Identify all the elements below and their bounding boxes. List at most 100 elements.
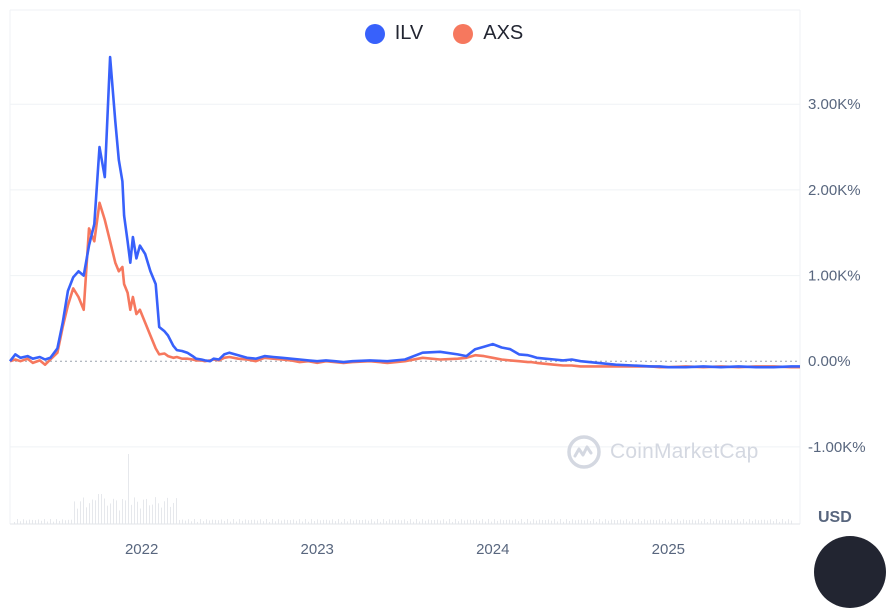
volume-bar (605, 519, 606, 524)
y-tick-label: 0.00% (808, 353, 851, 370)
currency-label[interactable]: USD (818, 509, 852, 526)
volume-bar (116, 500, 117, 524)
volume-bar (737, 519, 738, 524)
volume-bar (686, 520, 687, 524)
volume-bar (281, 520, 282, 524)
volume-bar (740, 521, 741, 524)
volume-bar (212, 519, 213, 524)
volume-bar (164, 501, 165, 524)
volume-bar (566, 519, 567, 524)
volume-bar (662, 520, 663, 524)
volume-bar (665, 519, 666, 524)
volume-bar (545, 520, 546, 524)
volume-bar (632, 519, 633, 524)
volume-bar (467, 519, 468, 524)
volume-bar (590, 521, 591, 524)
volume-bar (188, 519, 189, 524)
legend-item-axs[interactable]: AXS (453, 22, 523, 45)
volume-bar (140, 508, 141, 524)
y-axis-labels: 3.00K% 2.00K% 1.00K% 0.00% -1.00K% (808, 96, 866, 456)
legend-label-ilv: ILV (394, 22, 424, 44)
volume-bar (431, 520, 432, 524)
volume-bar (143, 499, 144, 524)
volume-bar (260, 519, 261, 524)
volume-bar (329, 520, 330, 524)
volume-bar (434, 519, 435, 524)
volume-bar (95, 500, 96, 524)
volume-bar (371, 519, 372, 524)
volume-bar (59, 520, 60, 524)
volume-bar (110, 503, 111, 524)
volume-bar (152, 504, 153, 524)
volume-bar (137, 501, 138, 524)
series-line-axs[interactable] (9, 201, 800, 369)
volume-bar (515, 519, 516, 524)
volume-bar (275, 521, 276, 524)
volume-bar (122, 499, 123, 524)
x-axis-labels: 2022 2023 2024 2025 (125, 541, 685, 558)
volume-bar (713, 521, 714, 524)
volume-bar (326, 519, 327, 524)
volume-bar (494, 519, 495, 524)
volume-bar (653, 519, 654, 524)
volume-bar (626, 519, 627, 524)
gridlines (9, 9, 800, 524)
volume-bar (302, 521, 303, 524)
volume-bar (146, 498, 147, 524)
volume-bar (689, 519, 690, 524)
watermark: CoinMarketCap (566, 434, 759, 470)
volume-bar (542, 519, 543, 524)
volume-bar (647, 520, 648, 524)
volume-bar (233, 519, 234, 524)
volume-bar (770, 519, 771, 524)
volume-bar (479, 520, 480, 524)
volume-bar (77, 508, 78, 524)
volume-bar (332, 519, 333, 524)
volume-bar (617, 519, 618, 524)
volume-bar (569, 520, 570, 524)
volume-bar (170, 506, 171, 524)
volume-bar (533, 519, 534, 524)
volume-bar (167, 497, 168, 524)
volume-bar (353, 520, 354, 524)
volume-bar (113, 498, 114, 524)
volume-bar (497, 520, 498, 524)
volume-bar (191, 521, 192, 524)
x-tick-label: 2022 (125, 541, 158, 558)
volume-bar (23, 519, 24, 524)
volume-bar (383, 519, 384, 524)
volume-bar (710, 519, 711, 524)
floating-action-button[interactable] (814, 536, 886, 608)
volume-bar (194, 519, 195, 524)
volume-bar (464, 520, 465, 524)
volume-bar (656, 520, 657, 524)
volume-bar (227, 519, 228, 524)
legend-item-ilv[interactable]: ILV (364, 22, 424, 45)
y-tick-label: -1.00K% (808, 439, 866, 456)
volume-bar (299, 519, 300, 524)
volume-bar (416, 519, 417, 524)
volume-bar (173, 502, 174, 524)
volume-bar (749, 519, 750, 524)
volume-bar (317, 519, 318, 524)
volume-bar (197, 521, 198, 524)
price-chart[interactable]: 3.00K%2.00K%1.00K%0.00%-1.00K% 2022 2023 2… (0, 0, 888, 562)
volume-bar (587, 519, 588, 524)
series-line-ilv[interactable] (8, 55, 800, 369)
volume-bars (14, 454, 792, 524)
volume-bar (239, 519, 240, 524)
volume-bar (602, 521, 603, 524)
volume-bar (218, 520, 219, 524)
volume-bar (413, 521, 414, 524)
volume-bar (161, 507, 162, 524)
volume-bar (764, 519, 765, 524)
coinmarketcap-logo-icon (567, 435, 601, 469)
volume-bar (458, 521, 459, 524)
volume-bar (581, 519, 582, 524)
volume-bar (356, 519, 357, 524)
volume-bar (530, 521, 531, 524)
volume-bar (104, 498, 105, 524)
volume-bar (692, 519, 693, 524)
volume-bar (350, 519, 351, 524)
volume-bar (236, 521, 237, 524)
